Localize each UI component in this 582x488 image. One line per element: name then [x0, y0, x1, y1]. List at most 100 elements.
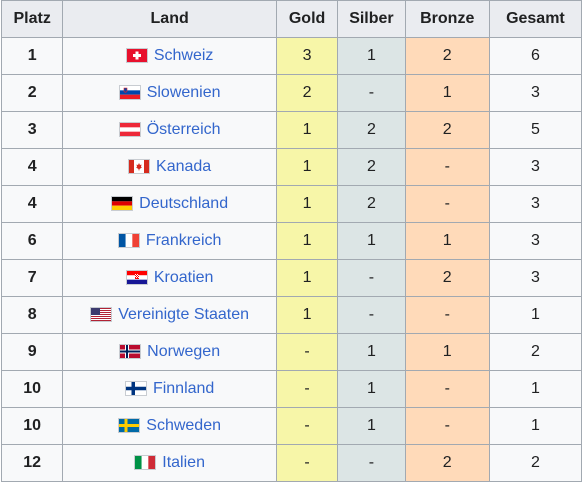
country-cell: Österreich	[62, 111, 277, 149]
table-row: 6 Frankreich 1 1 1 3	[0, 222, 582, 260]
table-row: 2 Slowenien 2-1 3	[0, 74, 582, 112]
country-cell: Kanada	[62, 148, 277, 186]
country-link[interactable]: Schweden	[146, 416, 221, 434]
country-cell: Schweiz	[62, 37, 277, 75]
gold-cell: 2	[275, 74, 339, 112]
table-row: 8 Vereinigte Staaten 1- -1	[0, 296, 582, 334]
bronze-cell: 1	[404, 333, 490, 371]
germany-flag-icon	[111, 196, 134, 212]
country-cell: Vereinigte Staaten	[62, 296, 277, 334]
total-cell: 3	[488, 222, 582, 260]
gold-cell: 1	[275, 259, 339, 297]
rank-cell: 12	[0, 444, 64, 482]
country-link[interactable]: Schweiz	[153, 46, 214, 64]
table-row: 4 Kanada 1 2-3	[0, 148, 582, 186]
total-cell: 2	[488, 333, 582, 371]
country-link[interactable]: Italien	[162, 453, 205, 471]
gold-cell: 1	[275, 185, 339, 223]
table-row: 3 Österreich 1 2 2 5	[0, 111, 582, 149]
silver-cell: -	[337, 259, 406, 297]
country-link[interactable]: Finnland	[152, 379, 215, 397]
rank-cell: 6	[0, 222, 64, 260]
country-link[interactable]: Österreich	[146, 120, 221, 138]
rank-cell: 7	[0, 259, 64, 297]
bronze-cell: -	[404, 407, 490, 445]
italy-flag-icon	[134, 455, 157, 471]
table-row: 1 Schweiz 3 1 2 6	[0, 37, 582, 75]
total-cell: 2	[488, 444, 582, 482]
total-cell: 1	[488, 407, 582, 445]
bronze-cell: 1	[404, 222, 490, 260]
silver-cell: 2	[337, 148, 406, 186]
bronze-cell: 2	[404, 37, 490, 75]
bronze-cell: 2	[404, 259, 490, 297]
country-link[interactable]: Kroatien	[153, 268, 214, 286]
silver-cell: -	[337, 444, 406, 482]
header-row: Platz Land Gold Silber Bronze Gesamt	[0, 0, 582, 38]
header-gold: Gold	[275, 0, 339, 38]
country-cell: Frankreich	[62, 222, 277, 260]
silver-cell: 2	[337, 185, 406, 223]
silver-cell: 2	[337, 111, 406, 149]
gold-cell: 1	[275, 148, 339, 186]
rank-cell: 2	[0, 74, 64, 112]
bronze-cell: -	[404, 185, 490, 223]
country-cell: Kroatien	[62, 259, 277, 297]
gold-cell: -	[275, 333, 339, 371]
total-cell: 5	[488, 111, 582, 149]
finland-flag-icon	[124, 381, 147, 397]
country-cell: Schweden	[62, 407, 277, 445]
header-bronze: Bronze	[404, 0, 490, 38]
austria-flag-icon	[118, 122, 141, 138]
table-row: 12 Italien - -2 2	[0, 444, 582, 482]
bronze-cell: 2	[404, 444, 490, 482]
rank-cell: 10	[0, 407, 64, 445]
country-cell: Italien	[62, 444, 277, 482]
gold-cell: -	[275, 407, 339, 445]
rank-cell: 8	[0, 296, 64, 334]
gold-cell: -	[275, 370, 339, 408]
silver-cell: -	[337, 296, 406, 334]
norway-flag-icon	[119, 344, 142, 360]
table-row: 4 Deutschland 1 2-3	[0, 185, 582, 223]
canada-flag-icon	[128, 159, 151, 175]
silver-cell: 1	[337, 370, 406, 408]
country-cell: Slowenien	[62, 74, 277, 112]
rank-cell: 9	[0, 333, 64, 371]
sweden-flag-icon	[118, 418, 141, 434]
slovenia-flag-icon	[118, 85, 141, 101]
silver-cell: 1	[337, 37, 406, 75]
gold-cell: 1	[275, 111, 339, 149]
gold-cell: 1	[275, 296, 339, 334]
country-link[interactable]: Frankreich	[145, 231, 222, 249]
rank-cell: 1	[0, 37, 64, 75]
total-cell: 1	[488, 296, 582, 334]
silver-cell: 1	[337, 222, 406, 260]
total-cell: 1	[488, 370, 582, 408]
rank-cell: 3	[0, 111, 64, 149]
country-link[interactable]: Deutschland	[139, 194, 229, 212]
country-cell: Finnland	[62, 370, 277, 408]
table-row: 9 Norwegen -1 1 2	[0, 333, 582, 371]
bronze-cell: -	[404, 296, 490, 334]
country-link[interactable]: Kanada	[156, 157, 212, 175]
gold-cell: 3	[275, 37, 339, 75]
country-link[interactable]: Norwegen	[147, 342, 221, 360]
silver-cell: 1	[337, 333, 406, 371]
total-cell: 3	[488, 185, 582, 223]
country-link[interactable]: Vereinigte Staaten	[118, 305, 249, 323]
header-silber: Silber	[337, 0, 406, 38]
bronze-cell: 2	[404, 111, 490, 149]
gold-cell: -	[275, 444, 339, 482]
total-cell: 3	[488, 148, 582, 186]
header-land: Land	[62, 0, 277, 38]
table-row: 7 Kroatien 1-2 3	[0, 259, 582, 297]
country-link[interactable]: Slowenien	[146, 83, 221, 101]
bronze-cell: 1	[404, 74, 490, 112]
header-gesamt: Gesamt	[488, 0, 582, 38]
united-states-flag-icon	[90, 307, 113, 323]
country-cell: Deutschland	[62, 185, 277, 223]
table-row: 10 Schweden -1-1	[0, 407, 582, 445]
table-row: 10 Finnland -1-1	[0, 370, 582, 408]
